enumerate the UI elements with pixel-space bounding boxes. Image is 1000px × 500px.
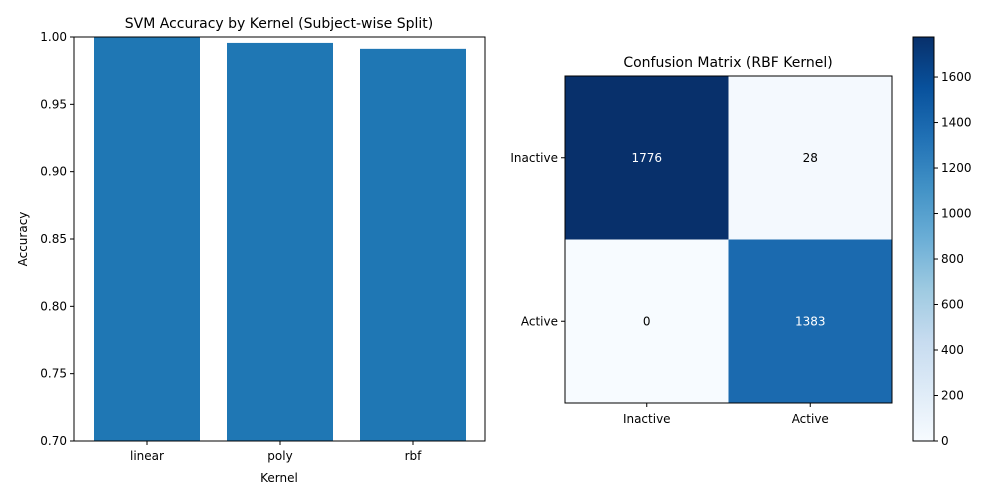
colorbar: 0 200 400 600 800 1000 1200 1400 1600 [912, 36, 972, 448]
colorbar-gradient [912, 36, 935, 442]
colorbar-tick-label: 200 [941, 389, 964, 403]
bar-y-tick-label: 0.70 [40, 434, 67, 448]
heatmap-row-label: Active [521, 314, 558, 328]
bar-poly [227, 42, 333, 442]
colorbar-tick-label: 1000 [941, 207, 972, 221]
bar-y-tick-label: 0.90 [40, 165, 67, 179]
bar-marks [94, 37, 466, 442]
heatmap-cell-value: 1776 [631, 151, 662, 165]
colorbar-tick-label: 600 [941, 298, 964, 312]
colorbar-tick-label: 1600 [941, 70, 972, 84]
bar-x-axis-ticks: linear poly rbf [130, 441, 422, 463]
bar-plot-frame [73, 36, 486, 442]
heatmap-cell [728, 76, 892, 240]
heatmap-cell-value: 0 [643, 314, 651, 328]
heatmap-cell [728, 239, 892, 403]
colorbar-tick-label: 1400 [941, 116, 972, 130]
heatmap-cell [565, 76, 729, 240]
bar-x-tick-label: rbf [405, 449, 423, 463]
colorbar-tick-label: 400 [941, 343, 964, 357]
confusion-matrix-heatmap: Confusion Matrix (RBF Kernel) 1776 28 0 138… [510, 55, 893, 426]
bar-y-tick-label: 0.75 [40, 367, 67, 381]
heatmap-cell [565, 239, 729, 403]
heatmap-col-label: Active [792, 412, 829, 426]
accuracy-bar-chart: SVM Accuracy by Kernel (Subject-wise Spl… [16, 16, 486, 485]
heatmap-row-labels: Inactive Active [510, 151, 565, 328]
bar-x-axis-label: Kernel [260, 471, 298, 485]
bar-y-tick-label: 0.80 [40, 299, 67, 313]
heatmap-frame [564, 75, 893, 404]
bar-chart-title: SVM Accuracy by Kernel (Subject-wise Spl… [125, 16, 433, 32]
bar-x-tick-label: linear [130, 449, 164, 463]
colorbar-tick-label: 800 [941, 252, 964, 266]
colorbar-ticks: 0 200 400 600 800 1000 1200 1400 1600 [934, 70, 972, 448]
heatmap-col-label: Inactive [623, 412, 671, 426]
bar-y-axis-ticks: 0.70 0.75 0.80 0.85 0.90 0.95 1.00 [40, 30, 74, 448]
colorbar-tick-label: 1200 [941, 161, 972, 175]
bar-y-tick-label: 1.00 [40, 30, 67, 44]
bar-rbf [360, 48, 466, 441]
bar-x-tick-label: poly [267, 449, 292, 463]
bar-y-axis-label: Accuracy [16, 212, 30, 267]
colorbar-tick-label: 0 [941, 434, 949, 448]
heatmap-row-label: Inactive [510, 151, 558, 165]
heatmap-cell-value: 28 [803, 151, 818, 165]
heatmap-cells: 1776 28 0 1383 [565, 76, 892, 403]
bar-linear [94, 37, 200, 441]
heatmap-cell-value: 1383 [795, 314, 826, 328]
heatmap-title: Confusion Matrix (RBF Kernel) [623, 55, 832, 71]
heatmap-col-labels: Inactive Active [623, 403, 829, 426]
bar-y-tick-label: 0.85 [40, 232, 67, 246]
bar-y-tick-label: 0.95 [40, 97, 67, 111]
